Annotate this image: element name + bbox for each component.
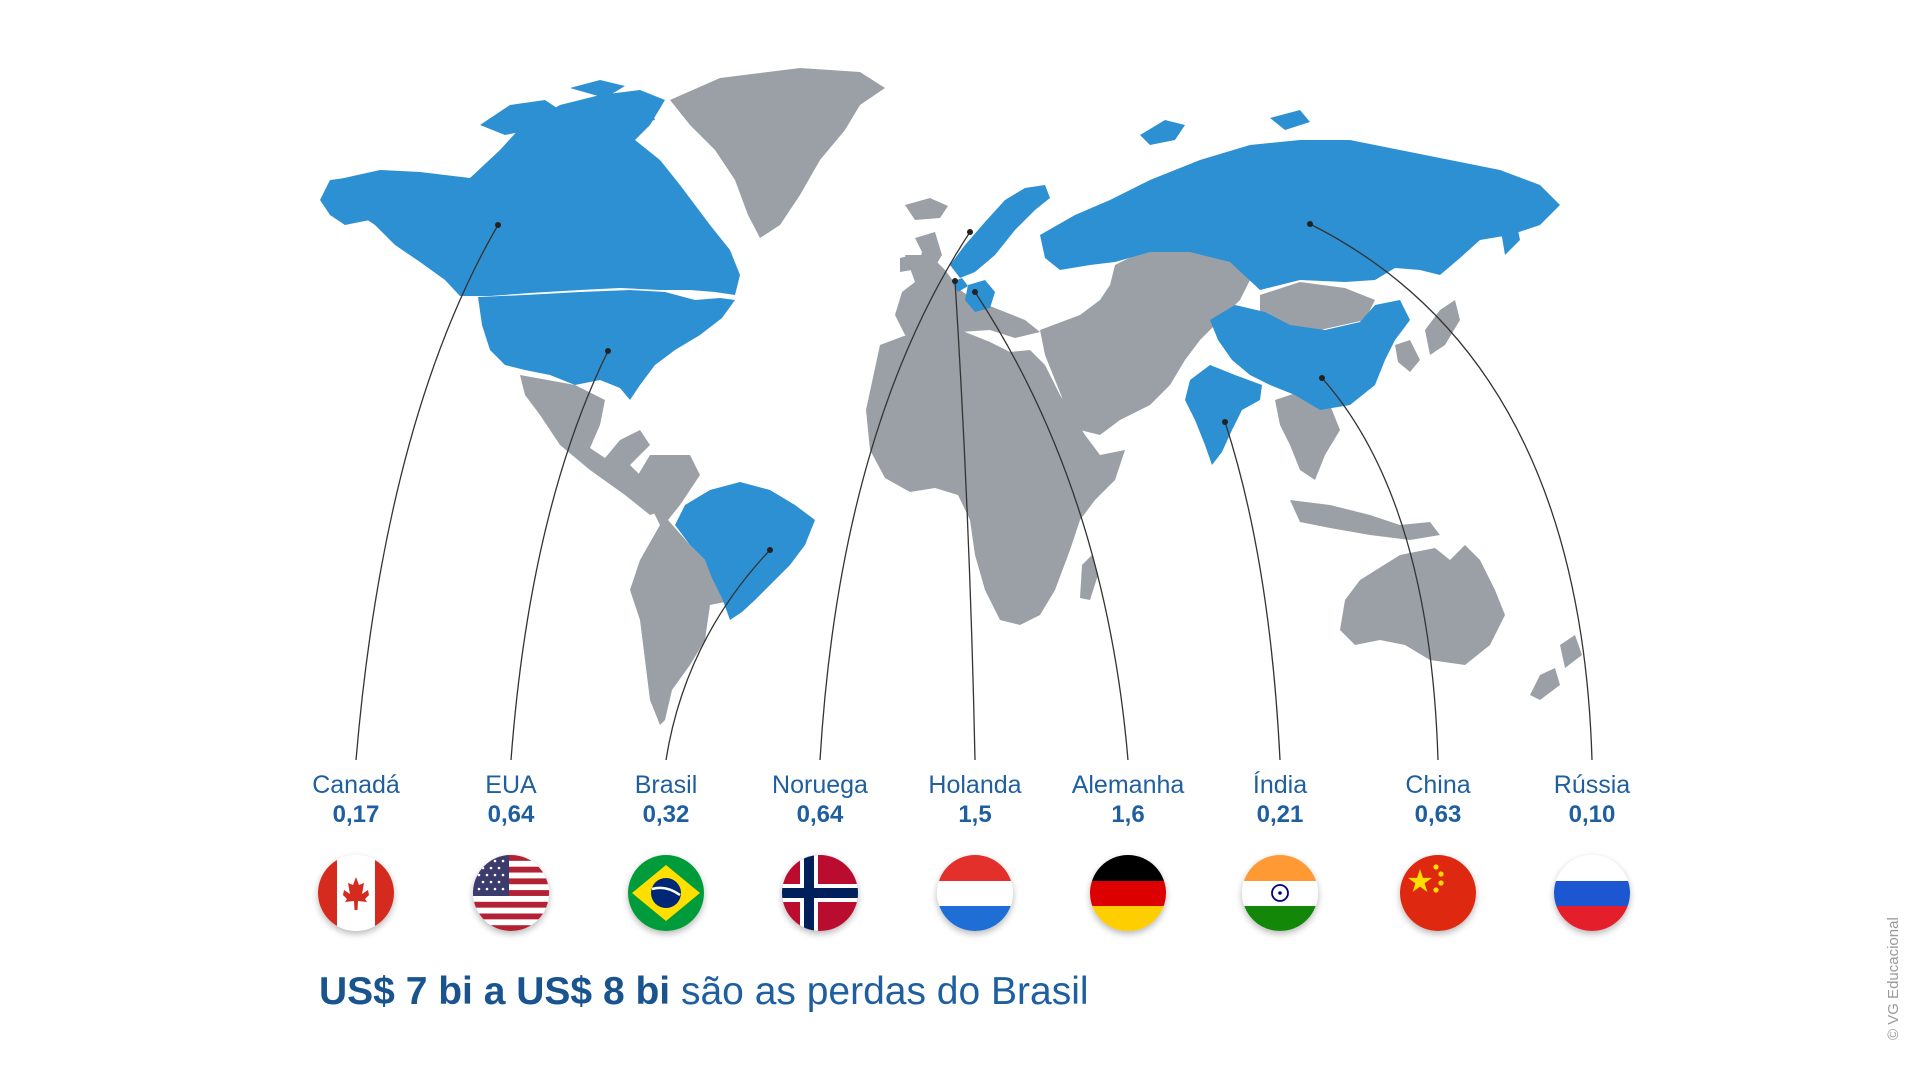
headline-regular: são as perdas do Brasil [680, 970, 1089, 1013]
highlighted-countries [320, 80, 1560, 620]
indonesia [1290, 500, 1440, 540]
label-alemanha: Alemanha 1,6 [1053, 770, 1203, 830]
china-shape [1210, 300, 1410, 410]
kazakhstan-region [1110, 250, 1255, 300]
connector-eua [510, 350, 609, 761]
canada-flag-icon [318, 855, 394, 931]
dot-noruega [967, 229, 973, 235]
russia-shape [1040, 140, 1560, 290]
germany-flag-icon [1090, 855, 1166, 931]
mexico-central-america [520, 375, 665, 515]
connector-india [1224, 421, 1281, 761]
country-value: 1,6 [1111, 801, 1145, 828]
country-value: 0,10 [1568, 801, 1616, 828]
dot-china [1319, 375, 1325, 381]
connector-alemanha [974, 291, 1129, 761]
country-name: Alemanha [1071, 771, 1185, 799]
iceland [905, 198, 948, 220]
germany-shape [965, 280, 995, 312]
country-value: 0,32 [642, 801, 690, 828]
country-name: Noruega [772, 771, 868, 799]
label-russia: Rússia 0,10 [1517, 770, 1667, 830]
brazil-flag-icon [628, 855, 704, 931]
label-brasil: Brasil 0,32 [591, 770, 741, 830]
russia-islands [1140, 110, 1520, 255]
china-flag-icon [1400, 855, 1476, 931]
dot-canada [495, 222, 501, 228]
country-name: EUA [485, 771, 537, 799]
new-zealand [1530, 635, 1582, 700]
dot-holanda [952, 278, 958, 284]
label-noruega: Noruega 0,64 [745, 770, 895, 830]
dot-eua [605, 348, 611, 354]
label-china: China 0,63 [1363, 770, 1513, 830]
southeast-asia [1275, 390, 1340, 480]
russia-flag-icon [1554, 855, 1630, 931]
world-land [520, 68, 1582, 725]
headline: US$ 7 bi a US$ 8 bi são as perdas do Bra… [319, 970, 1089, 1014]
korea-japan [1395, 300, 1460, 372]
canada-shape [325, 90, 740, 296]
india-shape [1185, 365, 1262, 465]
connector-lines [355, 223, 1593, 761]
connector-noruega [819, 231, 971, 761]
alaska-shape [320, 175, 410, 225]
country-name: Holanda [928, 771, 1022, 799]
dot-russia [1307, 221, 1313, 227]
country-value: 1,5 [958, 801, 992, 828]
usa-shape [478, 290, 735, 400]
brazil-shape [675, 482, 815, 620]
africa [866, 330, 1125, 625]
country-name: China [1405, 771, 1471, 799]
label-india: Índia 0,21 [1205, 770, 1355, 830]
label-eua: EUA 0,64 [436, 770, 586, 830]
country-value: 0,63 [1414, 801, 1462, 828]
india-flag-icon [1242, 855, 1318, 931]
connector-holanda [954, 280, 976, 761]
country-name: Rússia [1553, 771, 1631, 799]
country-value: 0,17 [332, 801, 380, 828]
norway-shape [950, 185, 1050, 278]
dot-alemanha [972, 289, 978, 295]
country-name: Canadá [312, 771, 400, 799]
dot-india [1222, 419, 1228, 425]
country-name: Brasil [634, 771, 698, 799]
norway-flag-icon [782, 855, 858, 931]
dot-brasil [767, 547, 773, 553]
netherlands-flag-icon [937, 855, 1013, 931]
connector-dots [495, 221, 1325, 553]
copyright: © VG Educacional [1885, 917, 1902, 1040]
country-value: 0,64 [796, 801, 844, 828]
country-value: 0,64 [487, 801, 535, 828]
label-holanda: Holanda 1,5 [900, 770, 1050, 830]
headline-bold: US$ 7 bi a US$ 8 bi [319, 970, 671, 1013]
madagascar [1080, 555, 1098, 600]
connector-russia [1309, 223, 1593, 761]
south-america-west [630, 455, 735, 725]
usa-flag-icon [473, 855, 549, 931]
canada-arctic-islands [480, 80, 655, 135]
connector-canada [355, 224, 499, 761]
british-isles [900, 232, 942, 275]
middle-east-central-asia [1040, 262, 1240, 435]
connector-china [1321, 377, 1439, 761]
mongolia [1260, 282, 1375, 330]
country-value: 0,21 [1256, 801, 1304, 828]
connector-brasil [665, 549, 771, 761]
label-canada: Canadá 0,17 [281, 770, 431, 830]
country-name: Índia [1252, 771, 1308, 799]
greenland [670, 68, 885, 238]
